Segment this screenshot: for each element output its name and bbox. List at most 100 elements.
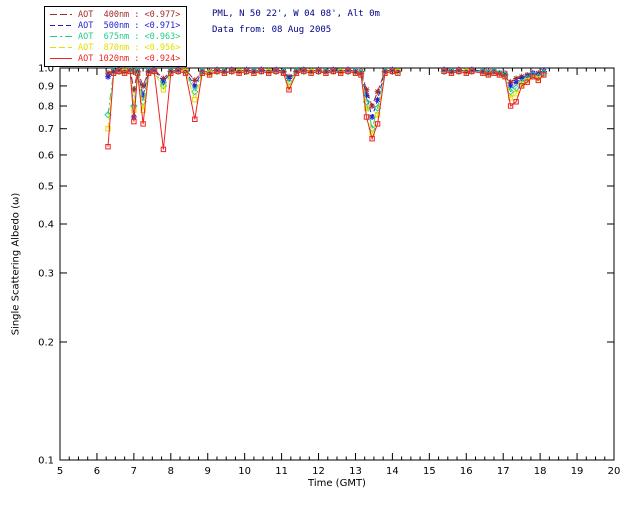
marker-asterisk: [345, 66, 352, 73]
y-tick-label: 0.4: [38, 219, 54, 230]
marker-square: [330, 68, 337, 75]
marker-square: [151, 68, 157, 75]
marker-asterisk: [105, 70, 112, 77]
marker-square: [395, 70, 401, 76]
y-axis-label: Single Scattering Albedo (ω): [10, 192, 22, 336]
series-markers-675nm: [104, 66, 548, 133]
marker-square: [480, 70, 486, 76]
marker-diamond: [479, 67, 487, 76]
series-line-870nm: [107, 70, 545, 134]
series-1020nm: [107, 70, 545, 150]
x-tick-label: 9: [205, 466, 211, 477]
x-tick-label: 17: [497, 466, 510, 477]
marker-asterisk: [455, 66, 462, 73]
x-axis-label: Time (GMT): [308, 478, 366, 489]
marker-asterisk: [191, 77, 198, 84]
marker-square: [121, 70, 128, 76]
marker-square: [382, 70, 388, 76]
legend-entry-label: AOT 400nm : <0.977>: [78, 9, 181, 20]
marker-square: [199, 70, 205, 76]
marker-asterisk: [513, 79, 520, 86]
marker-asterisk: [191, 82, 198, 89]
series-line-500nm: [107, 69, 545, 119]
x-tick-label: 7: [131, 466, 137, 477]
x-tick-label: 14: [386, 466, 399, 477]
marker-asterisk: [507, 82, 514, 89]
marker-asterisk: [468, 66, 475, 73]
legend-entry-label: AOT 675nm : <0.963>: [78, 31, 181, 42]
y-tick-label: 0.6: [38, 150, 54, 161]
marker-square: [485, 72, 492, 78]
marker-square: [374, 112, 381, 118]
marker-square: [374, 121, 381, 127]
marker-asterisk: [369, 102, 376, 109]
marker-square: [145, 70, 152, 76]
marker-diamond: [139, 98, 147, 106]
legend-line-sample: [50, 58, 72, 59]
marker-square: [323, 70, 329, 76]
series-500nm: [107, 69, 545, 119]
marker-diamond: [191, 88, 199, 96]
legend-line-sample: [50, 47, 72, 48]
marker-square: [358, 72, 364, 78]
marker-square: [175, 68, 181, 75]
marker-square: [301, 68, 307, 75]
marker-asterisk: [213, 66, 220, 73]
marker-asterisk: [524, 73, 531, 80]
legend-entry-label: AOT 500nm : <0.971>: [78, 20, 181, 31]
marker-square: [192, 116, 198, 122]
marker-asterisk: [151, 66, 158, 73]
x-tick-label: 11: [275, 466, 288, 477]
marker-square: [352, 70, 359, 76]
marker-asterisk: [363, 86, 370, 93]
y-tick-label: 0.2: [38, 337, 54, 348]
marker-diamond: [512, 84, 520, 92]
marker-square: [221, 70, 228, 76]
marker-asterisk: [330, 66, 337, 73]
marker-square: [140, 121, 146, 127]
legend-entry: AOT 500nm : <0.971>: [49, 20, 180, 31]
marker-square: [160, 87, 167, 93]
marker-asterisk: [243, 66, 250, 73]
x-tick-label: 13: [349, 466, 362, 477]
x-axis-ticks: [59, 68, 615, 460]
marker-diamond: [517, 78, 526, 86]
legend-entry-label: AOT 1020nm : <0.924>: [78, 53, 181, 64]
marker-square: [524, 79, 530, 85]
marker-square: [206, 72, 213, 78]
marker-diamond: [447, 67, 456, 76]
y-tick-label: 0.9: [38, 81, 54, 92]
marker-asterisk: [441, 66, 448, 73]
marker-diamond: [484, 69, 493, 77]
marker-asterisk: [258, 66, 265, 73]
marker-square: [280, 70, 287, 76]
marker-square: [491, 70, 497, 76]
series-870nm: [107, 70, 545, 134]
legend-line-sample: [50, 14, 72, 15]
series-line-1020nm: [107, 70, 545, 150]
marker-square: [293, 70, 300, 76]
marker-asterisk: [363, 92, 370, 99]
legend-entry: AOT 870nm : <0.956>: [49, 42, 180, 53]
series-line-675nm: [107, 69, 545, 129]
marker-square: [496, 72, 503, 78]
marker-asterisk: [315, 66, 322, 73]
y-tick-label: 1.0: [38, 64, 54, 75]
marker-asterisk: [140, 92, 147, 99]
marker-asterisk: [228, 66, 235, 73]
marker-diamond: [220, 67, 229, 76]
site-info: PML, N 50 22', W 04 08', Alt 0m: [212, 9, 380, 19]
x-tick-label: 8: [168, 466, 174, 477]
legend: AOT 400nm : <0.977> AOT 500nm : <0.971> AO…: [44, 6, 188, 67]
marker-square: [363, 114, 370, 120]
x-tick-label: 16: [460, 466, 473, 477]
marker-square: [131, 118, 137, 125]
marker-square: [513, 99, 519, 105]
marker-square: [535, 77, 541, 84]
marker-asterisk: [273, 66, 280, 73]
marker-square: [127, 68, 133, 75]
legend-entry: AOT 1020nm : <0.924>: [49, 53, 180, 64]
marker-square: [134, 70, 141, 76]
x-tick-label: 6: [94, 466, 100, 477]
marker-diamond: [540, 69, 548, 77]
